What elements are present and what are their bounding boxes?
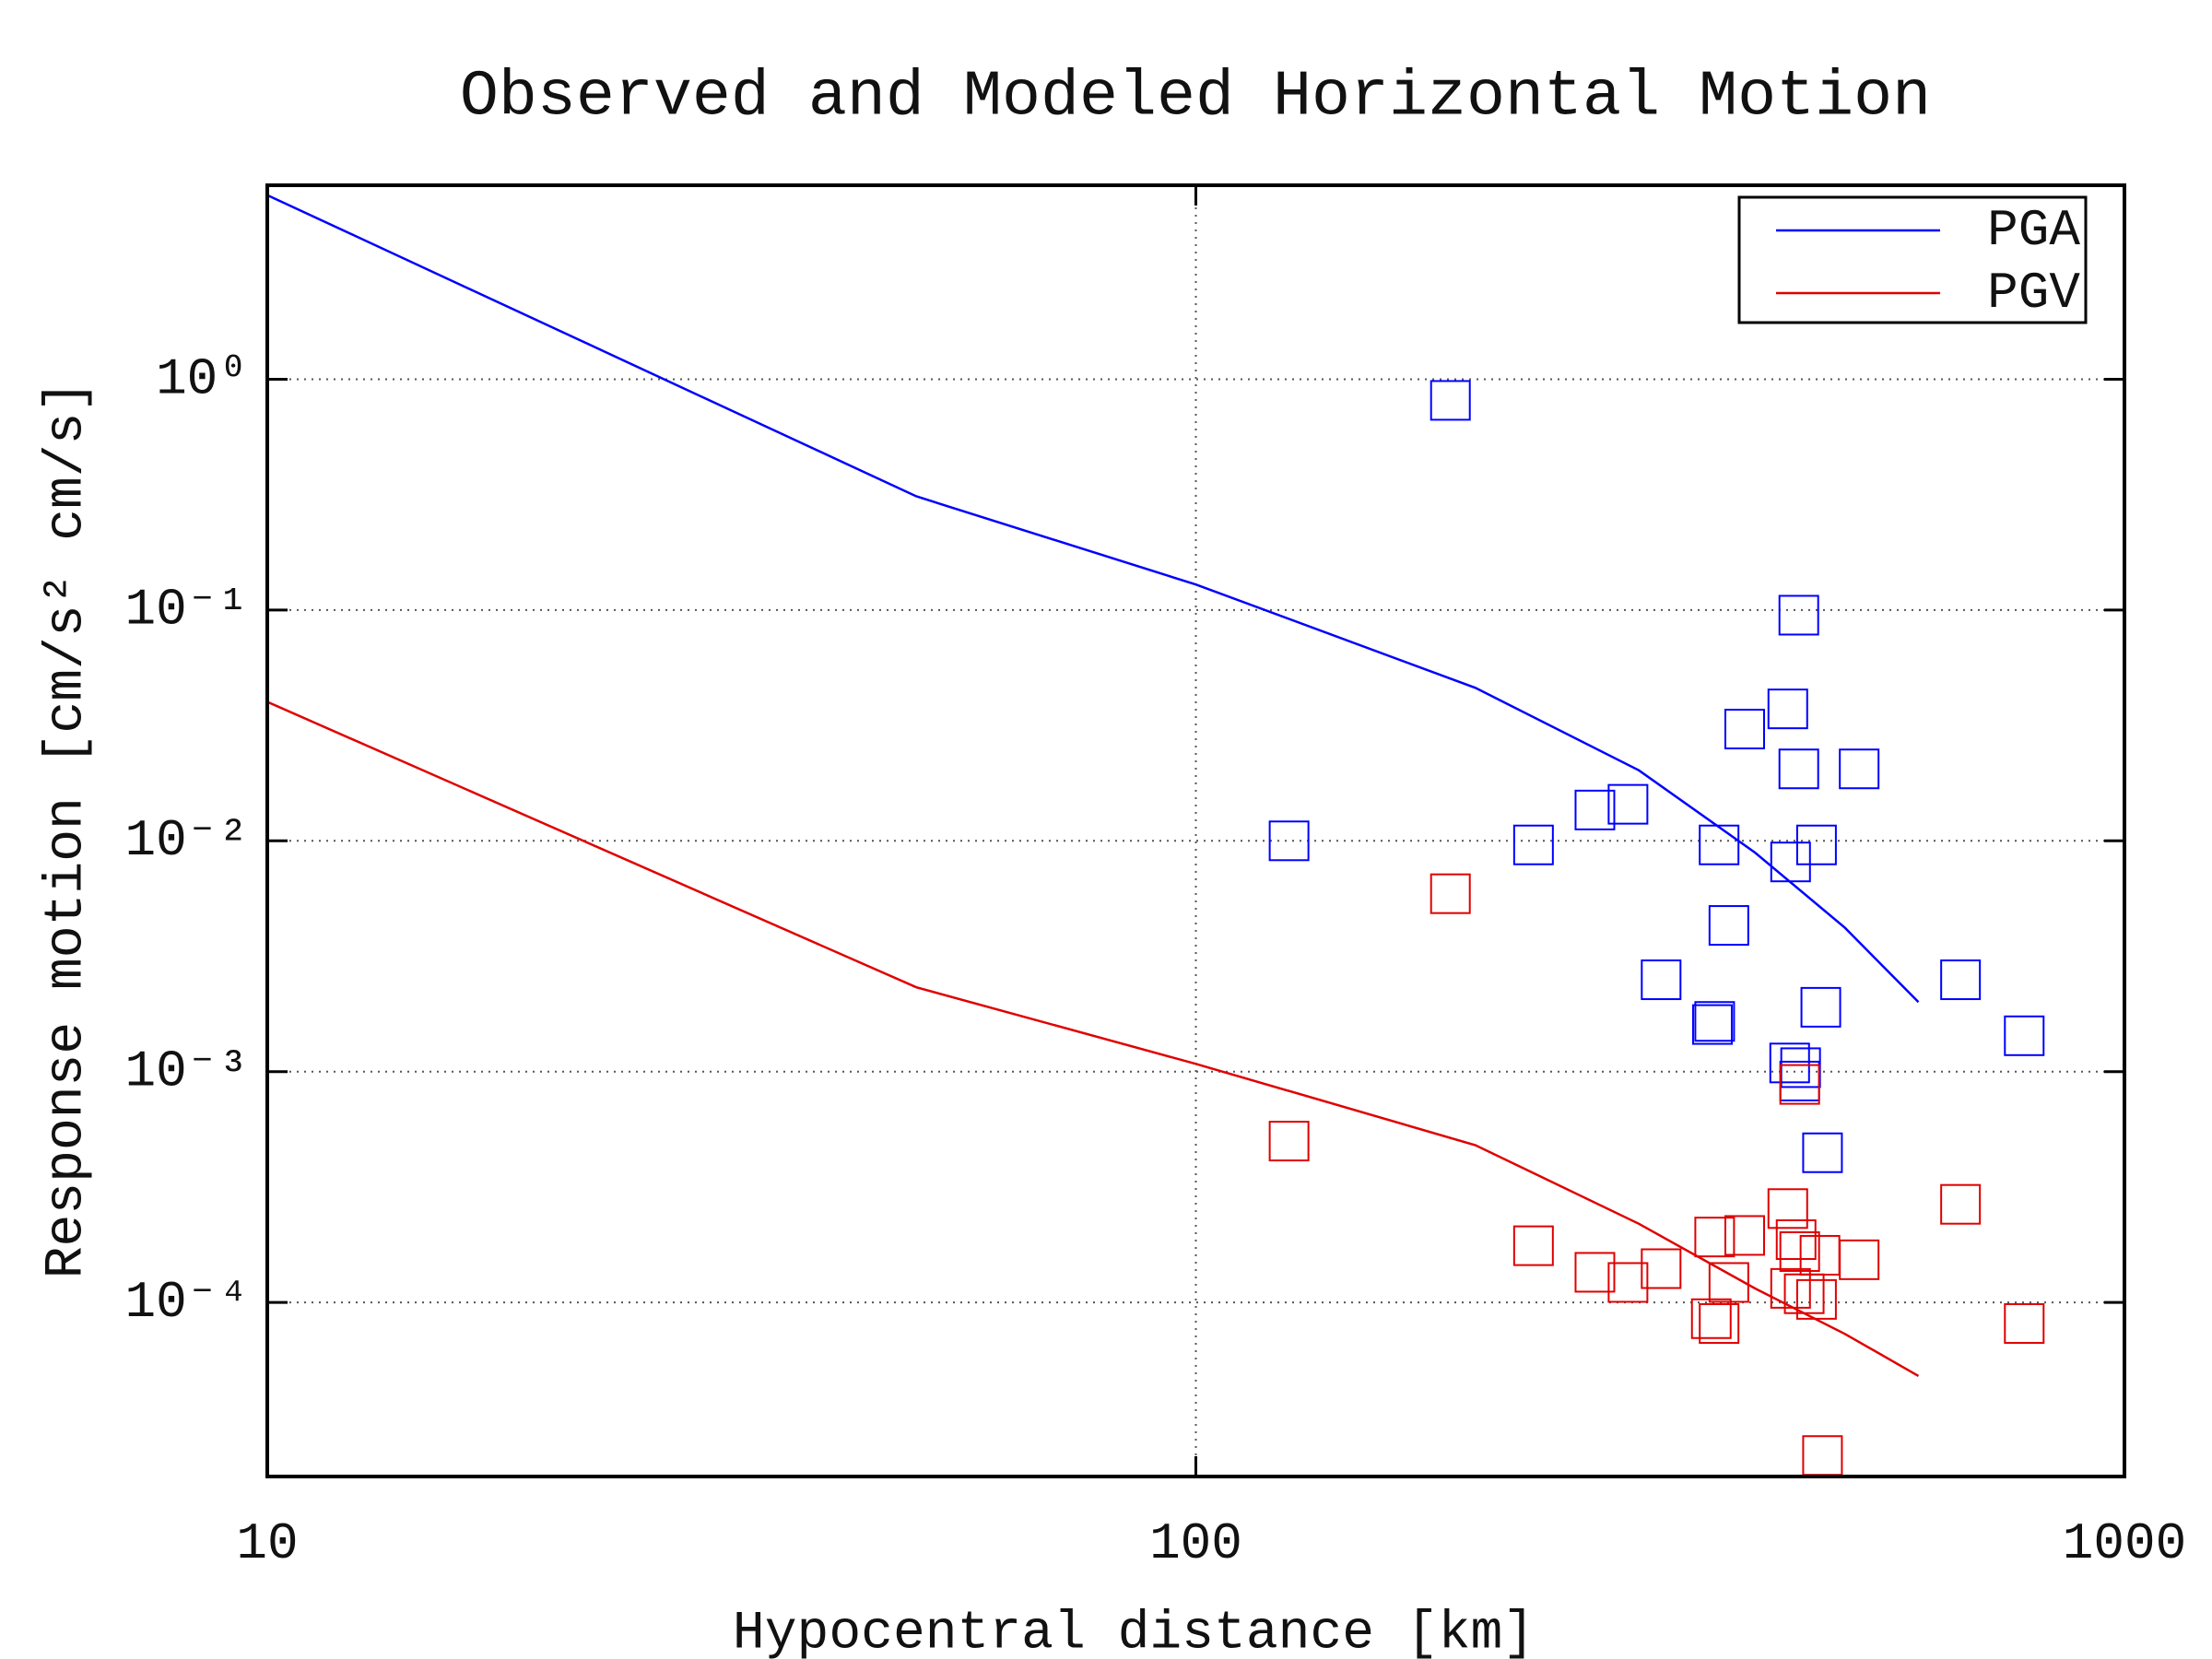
legend-box: [1737, 195, 2088, 324]
series-group: [267, 700, 2045, 1477]
x-axis-label: Hypocentral distance [km]: [733, 1604, 1535, 1659]
y-tick-label: 10⁰: [156, 349, 249, 408]
legend-label: PGV: [1987, 264, 2080, 323]
observed-point: [1724, 709, 1765, 750]
observed-point: [1430, 873, 1471, 914]
y-tick-label: 10⁻²: [124, 811, 249, 870]
observed-point: [1641, 1248, 1682, 1289]
observed-point: [1268, 1121, 1310, 1162]
y-tick-label: 10⁻³: [124, 1041, 249, 1100]
observed-point: [1694, 1001, 1735, 1042]
observed-point: [1694, 1217, 1735, 1258]
observed-point: [1940, 1183, 1982, 1225]
model-line: [267, 194, 1920, 1004]
observed-point: [1839, 748, 1880, 790]
chart-title: Observed and Modeled Horizontal Motion: [460, 61, 1931, 134]
observed-point: [1708, 905, 1749, 947]
x-tick-label: 100: [1149, 1514, 1242, 1573]
observed-point: [1775, 1219, 1817, 1261]
observed-point: [1778, 748, 1819, 790]
x-tick-label: 1000: [2063, 1514, 2186, 1573]
plot-frame: [265, 183, 2126, 1478]
observed-point: [1607, 1262, 1649, 1303]
observed-point: [1512, 1225, 1554, 1266]
legend-label: PGA: [1987, 201, 2080, 260]
observed-point: [1778, 594, 1819, 636]
observed-point: [1800, 986, 1841, 1028]
series-group: [267, 194, 2045, 1173]
y-tick-label: 10⁻⁴: [124, 1273, 249, 1332]
observed-point: [1767, 1188, 1808, 1230]
observed-point: [1724, 1215, 1765, 1256]
observed-point: [1779, 1064, 1820, 1105]
observed-point: [1708, 1262, 1749, 1303]
observed-point: [1940, 959, 1982, 1001]
observed-point: [1769, 1042, 1810, 1084]
y-tick-label: 10⁻¹: [124, 581, 249, 640]
y-axis-label: Response motion [cm/s² cm/s]: [37, 381, 97, 1279]
observed-point: [1607, 783, 1649, 825]
observed-point: [1770, 1267, 1811, 1309]
observed-point: [1690, 1298, 1732, 1339]
observed-point: [1767, 688, 1808, 730]
observed-point: [1268, 820, 1310, 862]
observed-point: [1512, 824, 1554, 865]
model-line: [267, 700, 1920, 1377]
observed-point: [1839, 1239, 1880, 1280]
observed-point: [2004, 1015, 2045, 1056]
observed-point: [1795, 824, 1837, 865]
observed-point: [1641, 959, 1682, 1001]
observed-point: [1699, 1302, 1740, 1344]
observed-point: [1699, 824, 1740, 865]
observed-point: [1574, 789, 1616, 830]
observed-point: [1802, 1132, 1843, 1173]
observed-point: [2004, 1302, 2045, 1344]
observed-point: [1430, 380, 1471, 421]
observed-point: [1574, 1252, 1616, 1293]
observed-point: [1691, 1004, 1733, 1045]
x-tick-label: 10: [236, 1514, 298, 1573]
